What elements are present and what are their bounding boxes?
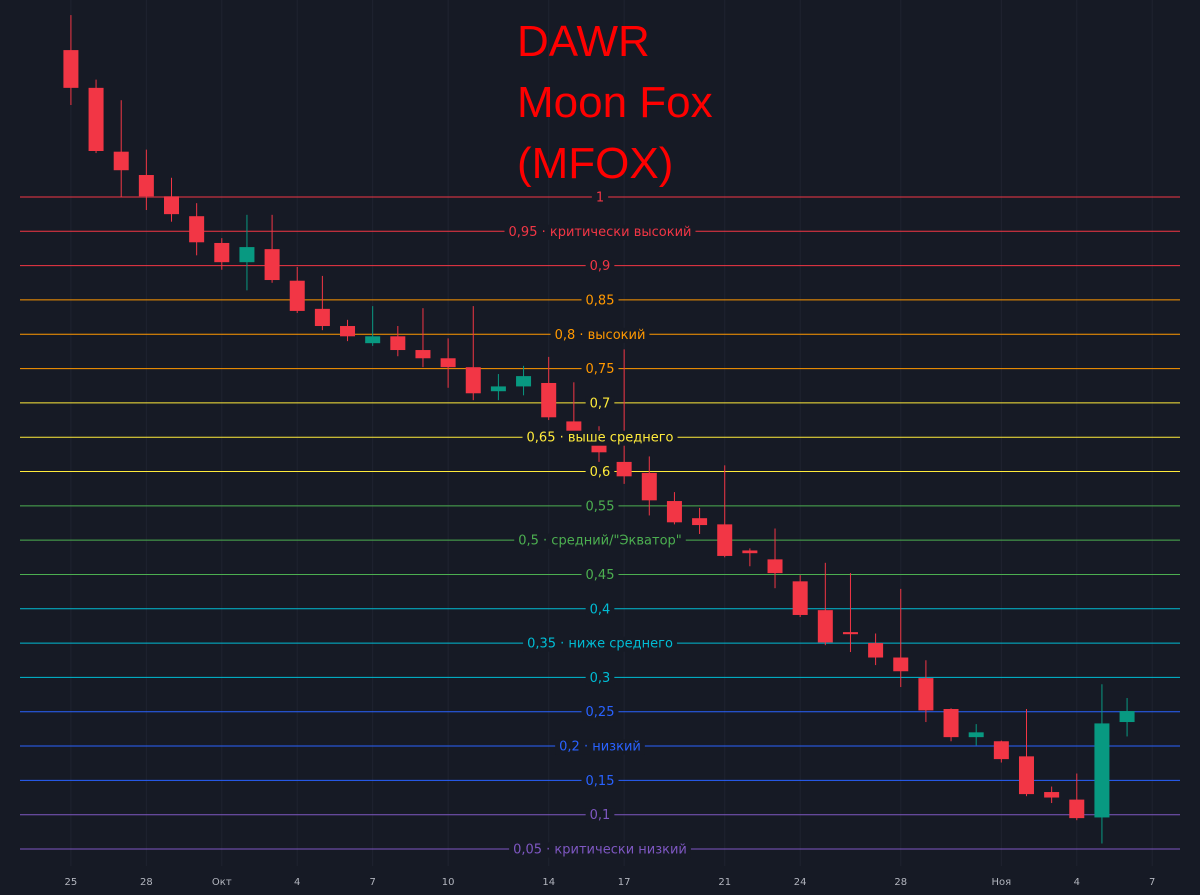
- candle-body: [516, 376, 532, 387]
- x-tick-label: 28: [140, 877, 153, 888]
- level-label: 0,15: [586, 774, 615, 789]
- candle-body: [340, 326, 356, 337]
- candle-body: [541, 382, 557, 418]
- level-label-bg: [585, 465, 615, 481]
- candle-body: [390, 336, 406, 351]
- x-tick-label: 7: [369, 877, 375, 888]
- candle-body: [365, 336, 381, 344]
- candle-body: [239, 247, 255, 263]
- candle-body: [918, 678, 934, 711]
- x-tick-label: 10: [442, 877, 455, 888]
- candle-body: [1094, 723, 1110, 818]
- level-label-bg: [509, 842, 691, 858]
- candle-body: [440, 358, 456, 368]
- candle-body: [993, 741, 1009, 760]
- level-label: 0,6: [590, 465, 611, 480]
- candle-body: [1018, 756, 1034, 795]
- x-tick-label: Ноя: [992, 877, 1012, 888]
- level-label: 0,9: [590, 259, 611, 274]
- level-label-bg: [585, 259, 615, 275]
- candle-body: [742, 550, 758, 554]
- candle-body: [767, 559, 783, 574]
- title-line: (MFOX): [517, 139, 673, 188]
- candle-body: [63, 50, 79, 88]
- level-label: 0,8 · высокий: [555, 328, 646, 343]
- level-label-bg: [550, 327, 650, 343]
- level-label: 0,3: [590, 671, 611, 686]
- level-label: 1: [596, 190, 604, 205]
- candle-body: [692, 518, 708, 526]
- level-label-bg: [585, 670, 615, 686]
- level-label: 0,65 · выше среднего: [527, 431, 674, 446]
- x-tick-label: 21: [718, 877, 731, 888]
- candle-body: [138, 175, 154, 197]
- level-label-bg: [581, 705, 619, 721]
- candle-body: [616, 461, 632, 477]
- candle-body: [717, 524, 733, 556]
- level-label: 0,05 · критически низкий: [513, 843, 687, 858]
- candle-body: [792, 581, 808, 615]
- level-label-bg: [555, 739, 645, 755]
- candle-body: [214, 242, 230, 263]
- level-label: 0,45: [586, 568, 615, 583]
- title-line: Moon Fox: [517, 78, 713, 127]
- level-label-bg: [523, 636, 677, 652]
- candle-body: [113, 151, 129, 171]
- candle-body: [415, 350, 431, 359]
- level-label-bg: [522, 430, 678, 446]
- candle-body: [893, 657, 909, 672]
- candle-body: [968, 732, 984, 738]
- level-label: 0,95 · критически высокий: [509, 225, 692, 240]
- x-tick-label: 24: [794, 877, 807, 888]
- level-label: 0,35 · ниже среднего: [527, 637, 673, 652]
- level-label: 0,7: [590, 396, 611, 411]
- candle-body: [868, 643, 884, 658]
- level-label: 0,5 · средний/"Экватор": [518, 534, 682, 549]
- candle-body: [943, 708, 959, 738]
- level-label-bg: [581, 499, 619, 515]
- candle-body: [1119, 711, 1135, 723]
- x-tick-label: 25: [65, 877, 78, 888]
- level-label-bg: [514, 533, 686, 549]
- x-tick-label: 14: [542, 877, 555, 888]
- candle-body: [465, 367, 481, 394]
- candle-body: [666, 501, 682, 523]
- level-label: 0,1: [590, 808, 611, 823]
- candle-body: [817, 610, 833, 643]
- level-label-bg: [591, 190, 609, 206]
- level-label-bg: [585, 808, 615, 824]
- x-tick-label: Окт: [212, 877, 232, 888]
- level-label: 0,25: [586, 705, 615, 720]
- candle-body: [314, 308, 330, 327]
- x-tick-label: 4: [294, 877, 300, 888]
- level-label-bg: [504, 224, 696, 240]
- candle-body: [1044, 792, 1060, 798]
- candle-body: [1069, 799, 1085, 819]
- level-label-bg: [581, 293, 619, 309]
- level-label-bg: [581, 567, 619, 583]
- candle-body: [88, 87, 104, 151]
- candle-body: [842, 632, 858, 635]
- candle-body: [264, 249, 280, 281]
- level-label-bg: [585, 602, 615, 618]
- level-label-bg: [581, 362, 619, 378]
- level-label-bg: [581, 773, 619, 789]
- x-tick-label: 4: [1074, 877, 1080, 888]
- x-tick-label: 28: [894, 877, 907, 888]
- candle-body: [189, 216, 205, 243]
- candle-body: [164, 196, 180, 215]
- level-label-bg: [585, 396, 615, 412]
- level-label: 0,85: [586, 293, 615, 308]
- title-line: DAWR: [517, 17, 650, 66]
- candle-body: [490, 386, 506, 392]
- candle-body: [641, 472, 657, 501]
- candle-body: [289, 280, 305, 311]
- level-label: 0,55: [586, 499, 615, 514]
- level-label: 0,2 · низкий: [559, 740, 641, 755]
- level-label: 0,75: [586, 362, 615, 377]
- level-label: 0,4: [590, 602, 611, 617]
- x-tick-label: 7: [1149, 877, 1155, 888]
- x-tick-label: 17: [618, 877, 631, 888]
